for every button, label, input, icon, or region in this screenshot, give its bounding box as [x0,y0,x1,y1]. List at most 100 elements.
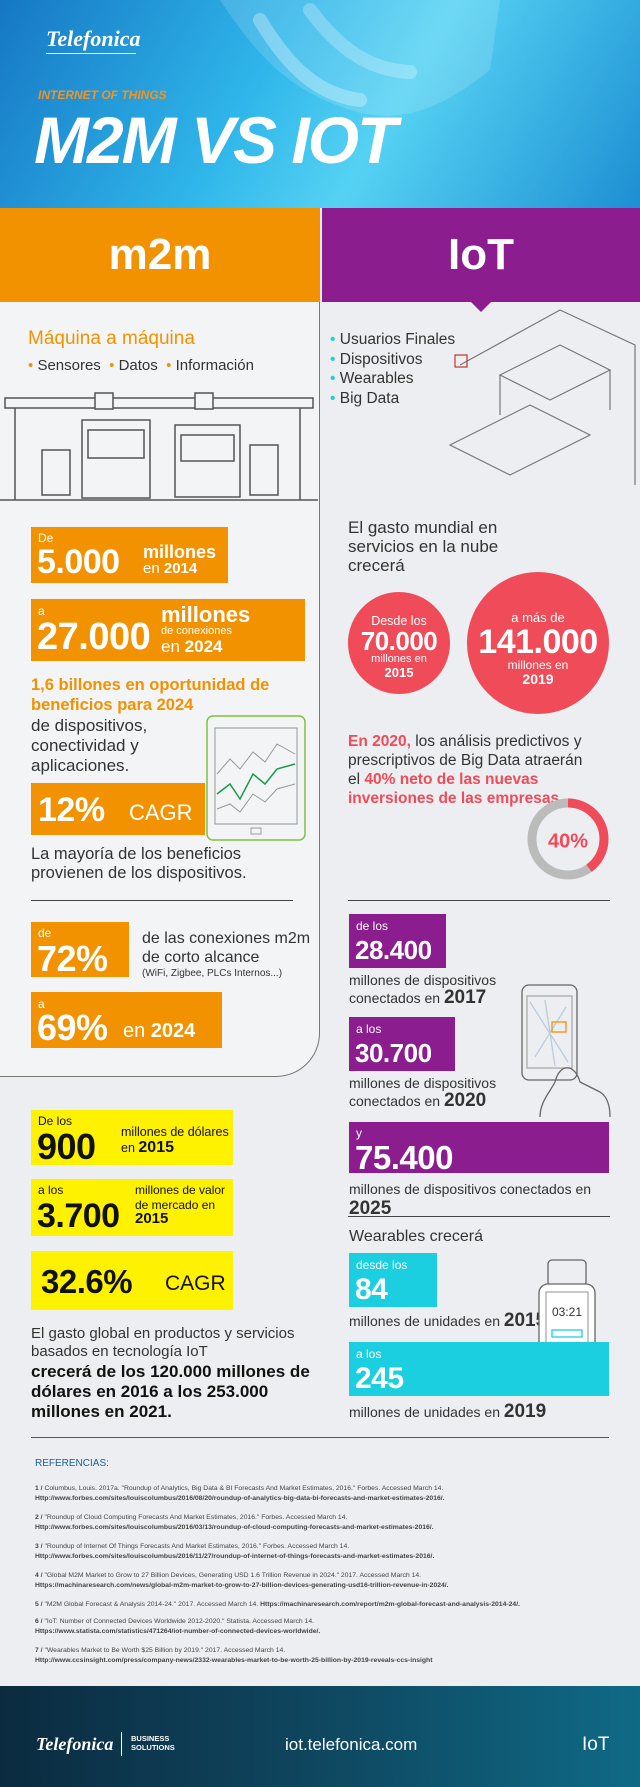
reference-url: Http://www.ccsinsight.com/press/company-… [35,1657,433,1664]
stat-year: 2014 [163,560,198,577]
stat-number: 72% [37,938,108,979]
reference-number: 7 / [35,1647,43,1654]
stat-box: De los 900 millones de dólares en 2015 [31,1110,233,1167]
stat-number: 30.700 [355,1038,432,1068]
footer-division: BUSINESS SOLUTIONS [131,1734,175,1752]
analytics-text: En 2020, los análisis predictivos y pres… [348,732,583,808]
bullet: Dispositivos [339,350,423,368]
stat-number: 900 [37,1126,96,1167]
watch-time: 03:21 [552,1305,582,1319]
stat-year: 2015 [503,1310,547,1331]
stat-text: millones de dispositivos conectados en 2… [349,1179,629,1219]
cafe-illustration [448,309,636,485]
phone-illustration [521,984,611,1118]
opportunity-highlight: 1,6 billones en oportunidad de beneficio… [31,676,270,714]
stat-en: en [161,637,180,656]
stat-year: 2015 [135,1210,169,1227]
stat-number: 27.000 [37,616,151,658]
bullet: Sensores [37,357,101,374]
bullet: Usuarios Finales [339,331,456,348]
stat-text: millones de dispositivos conectados en 2… [349,1075,509,1110]
reference-text: "Roundup of Internet Of Things Forecasts… [44,1543,350,1550]
title: M2M VS IOT [34,103,397,177]
cagr-number: 12% [38,791,105,829]
divider [31,900,293,901]
stat-pre: de los [356,919,389,933]
donut: 40% [527,798,609,880]
stat-text: millones de unidades en 2019 [349,1402,546,1422]
stat-box: a los 3.700 millones de valor de mercado… [31,1179,233,1236]
bullet: Datos [118,357,158,374]
stat-text: millones de dispositivos conectados en 2… [349,972,509,1007]
stat-note: (WiFi, Zigbee, PLCs Internos...) [142,968,283,979]
cagr-label: CAGR [129,800,193,825]
header: Telefonica INTERNET OF THINGS M2M VS IOT [0,0,640,208]
bullet: Wearables [339,370,414,387]
stat-number: 245 [355,1362,404,1395]
footer-url: iot.telefonica.com [285,1735,418,1754]
circle-year: 2019 [522,671,554,687]
circle-number: 70.000 [360,626,438,656]
spend-text: El gasto global en productos y servicios… [31,1325,295,1360]
stat-caption: millones de dispositivos conectados en [349,1075,497,1109]
analytics-lead: En 2020, [348,733,411,750]
stat-year: 2024 [184,637,223,656]
divider [31,1437,609,1438]
stat-box: a 69% en 2024 [31,992,222,1048]
reference-number: 2 / [35,1514,43,1521]
reference: 7 / "Wearables Market to Be Worth $25 Bi… [35,1646,615,1666]
bullet: Big Data [339,389,400,407]
stat-pre: De los [38,1114,73,1128]
stat-year: 2025 [349,1198,392,1219]
reference-number: 3 / [35,1543,43,1550]
brand: Telefonica [46,26,141,51]
cloud-intro: El gasto mundial en servicios en la nube… [348,518,499,575]
donut-label: 40% [548,830,588,852]
stat-caption: millones de unidades en [349,1404,500,1420]
cagr-number: 32.6% [41,1263,133,1300]
footer: Telefonica BUSINESS SOLUTIONS iot.telefo… [0,1686,640,1787]
stat-caption: millones de dólares en [121,1125,229,1155]
cagr-label: CAGR [165,1272,226,1295]
stat-caption: millones de valor de mercado en [135,1183,226,1212]
circle-pre: Desde los [371,614,427,628]
iot-header: IoT [322,208,640,302]
m2m-subtitle: Máquina a máquina [28,328,195,349]
stat-pre: a los [356,1022,382,1036]
footer-brand: Telefonica [36,1734,114,1754]
stat-caption: millones de dispositivos conectados en [349,1181,592,1197]
reference: 2 / "Roundup of Cloud Computing Forecast… [35,1513,615,1533]
opportunity-text: de dispositivos, conectividad y aplicaci… [31,716,148,775]
cagr-box: 32.6% CAGR [31,1251,233,1310]
reference: 3 / "Roundup of Internet Of Things Forec… [35,1542,615,1562]
stat-pre: De [38,531,54,545]
stat-number: 28.400 [355,935,432,965]
circle-year: 2015 [384,665,414,680]
reference-text: "Global M2M Market to Grow to 27 Billion… [44,1572,422,1579]
reference-url: Https://machinaresearch.com/news/global-… [35,1582,449,1589]
divider [348,1216,610,1217]
stat-box: a los 30.700 [349,1017,455,1071]
stat-box: De 5.000 millones en 2014 [31,527,228,583]
stat-unit: millones [143,542,217,562]
bullet: Información [175,357,254,374]
circle-pre: a más de [511,610,565,625]
watch-illustration: 03:21 [538,1259,596,1383]
stat-pre: de [38,926,52,940]
kicker: INTERNET OF THINGS [38,88,167,102]
reference-text: "Roundup of Cloud Computing Forecasts An… [44,1514,348,1521]
stat-box: a 27.000 millones de conexiones en 2024 [31,599,305,661]
reference-number: 6 / [35,1618,43,1625]
spend-highlight: crecerá de los 120.000 millones de dólar… [31,1362,310,1421]
reference-number: 1 / [35,1485,43,1492]
stat-pre: y [356,1126,362,1140]
stat-year: 2017 [443,987,487,1008]
footer-tag: IoT [582,1734,610,1755]
stat-en: en [123,1020,146,1042]
analytics-body: los análisis predictivos y prescriptivos… [348,733,583,788]
stat-box: de 72% [31,922,129,979]
tablet-illustration [206,715,306,841]
m2m-heading: m2m [108,230,212,279]
hand-illustration [220,0,500,116]
